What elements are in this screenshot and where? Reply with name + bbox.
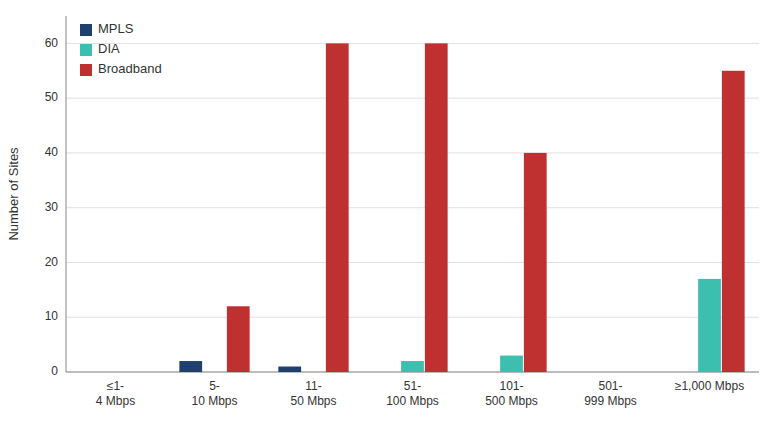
x-tick-label: 5-10 Mbps [191,379,237,408]
bar [623,372,646,373]
bar [377,372,400,373]
grid-line [66,262,759,263]
bar [104,372,127,373]
bar [425,43,448,372]
x-tick-label: 11-50 Mbps [290,379,336,408]
x-tick-label-line: 501- [598,379,622,393]
x-tick-label-line: 10 Mbps [191,394,237,408]
x-tick-label-line: 500 Mbps [485,394,538,408]
grid-line [66,98,759,99]
legend-swatch [80,64,92,76]
x-tick-label: ≤1-4 Mbps [96,379,135,408]
y-tick-label: 10 [45,309,59,323]
x-tick-label: ≥1,000 Mbps [675,379,744,393]
bar [278,367,301,372]
x-tick-label: 501-999 Mbps [584,379,637,408]
bar [80,372,103,373]
x-tick-label-line: 101- [499,379,523,393]
chart: 0 10 20 30 40 50 60 ≤1-4 Mbps 5-10 Mbps 11-50 Mbp… [0,0,775,424]
grid-line [66,207,759,208]
y-tick-label: 40 [45,145,59,159]
grid-line [66,317,759,318]
bar [179,361,202,372]
grid-line [66,152,759,153]
bar [722,71,745,372]
grid [66,43,759,372]
x-tick-label: 51-100 Mbps [386,379,439,408]
legend-label: Broadband [98,61,162,76]
x-tick-label-line: 5- [209,379,220,393]
y-tick-label: 50 [45,90,59,104]
x-tick-label-line: ≤1- [107,379,124,393]
legend-label: DIA [98,41,120,56]
x-tick-label-line: ≥1,000 Mbps [675,379,744,393]
bar [476,372,499,373]
legend: MPLS DIA Broadband [80,21,162,76]
x-tick-label-line: 50 Mbps [290,394,336,408]
series-bars [401,279,721,372]
bar [698,279,721,372]
y-tick-label: 60 [45,36,59,50]
x-tick-label-line: 11- [305,379,321,393]
legend-swatch [80,44,92,56]
y-tick-label: 30 [45,200,59,214]
y-axis-line [66,16,67,372]
bar [326,43,349,372]
x-tick-label-line: 4 Mbps [96,394,135,408]
y-tick-label: 20 [45,255,59,269]
bar [227,306,250,372]
bar [302,372,325,373]
bar [599,372,622,373]
bar [524,153,547,372]
legend-swatch [80,24,92,36]
bar [128,372,151,373]
x-tick-label-line: 100 Mbps [386,394,439,408]
bar [674,372,697,373]
bar [575,372,598,373]
grid-line [66,43,759,44]
bars [179,43,744,372]
y-tick-label: 0 [51,364,58,378]
x-tick-label: 101-500 Mbps [485,379,538,408]
bar [401,361,424,372]
x-tick-label-line: 999 Mbps [584,394,637,408]
x-tick-label-line: 51- [404,379,421,393]
bar [500,356,523,372]
bar [203,372,226,373]
series-bars [227,43,745,372]
legend-label: MPLS [98,21,134,36]
y-axis-label: Number of Sites [6,147,21,241]
